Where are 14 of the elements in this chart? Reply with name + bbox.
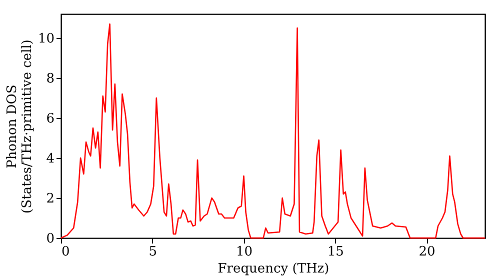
x-axis-title: Frequency (THz) [218, 262, 330, 276]
x-tick-label: 5 [148, 244, 158, 260]
y-tick-label: 0 [46, 232, 54, 246]
line-series [60, 23, 486, 239]
x-tick-label: 10 [236, 244, 253, 260]
y-axis-title: Phonon DOS (States/THz·primitive cell) [4, 39, 35, 214]
x-tick-label: 0 [62, 244, 70, 260]
x-tick-label: 20 [418, 244, 436, 260]
y-tick-label: 2 [46, 192, 54, 206]
y-tick-label: 10 [38, 32, 54, 46]
y-tick-label: 8 [46, 72, 54, 86]
y-tick-label: 4 [46, 152, 54, 166]
x-tick-label: 15 [327, 244, 344, 260]
y-tick-label: 6 [46, 112, 54, 126]
